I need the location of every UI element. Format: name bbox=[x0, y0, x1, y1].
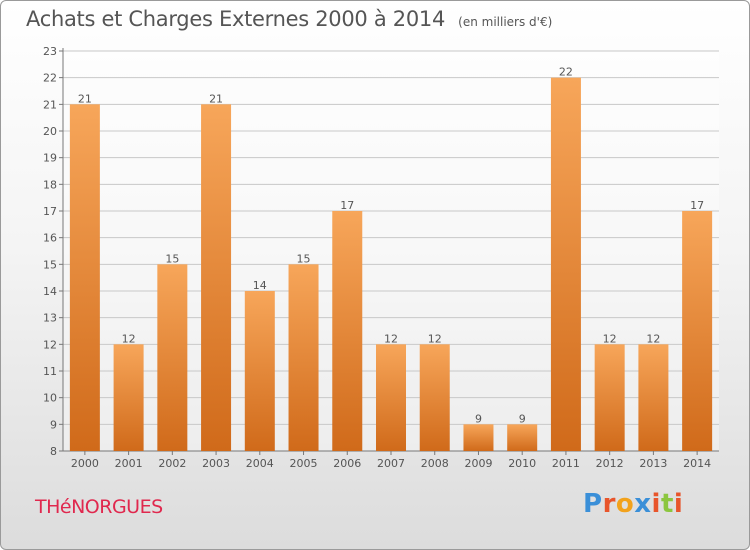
bar-value-label: 21 bbox=[78, 92, 92, 105]
chart-title: Achats et Charges Externes 2000 à 2014 (… bbox=[26, 7, 552, 31]
bar bbox=[594, 344, 625, 451]
x-tick-label: 2008 bbox=[421, 457, 449, 470]
y-tick-label: 11 bbox=[43, 365, 57, 378]
y-tick-label: 23 bbox=[43, 45, 57, 58]
logo-letter: t bbox=[660, 489, 674, 519]
title-text: Achats et Charges Externes 2000 à 2014 bbox=[26, 7, 446, 31]
bar-value-label: 9 bbox=[519, 412, 526, 425]
bar bbox=[157, 264, 188, 451]
y-tick-label: 13 bbox=[43, 312, 57, 325]
logo-letter: i bbox=[651, 489, 661, 519]
x-tick-label: 2012 bbox=[596, 457, 624, 470]
bar bbox=[550, 77, 581, 452]
bar-value-label: 17 bbox=[340, 199, 354, 212]
x-tick-label: 2002 bbox=[158, 457, 186, 470]
bar-value-label: 12 bbox=[122, 332, 136, 345]
logo-letter: x bbox=[634, 489, 652, 519]
bar bbox=[507, 424, 538, 451]
y-tick-label: 10 bbox=[43, 392, 57, 405]
y-tick-label: 8 bbox=[50, 445, 57, 458]
x-tick-label: 2013 bbox=[639, 457, 667, 470]
bar bbox=[288, 264, 319, 451]
y-tick-label: 15 bbox=[43, 258, 57, 271]
bar-value-label: 12 bbox=[603, 332, 617, 345]
bar bbox=[244, 291, 275, 451]
bar bbox=[201, 104, 232, 451]
bar-value-label: 15 bbox=[165, 252, 179, 265]
y-tick-label: 19 bbox=[43, 152, 57, 165]
y-tick-label: 16 bbox=[43, 232, 57, 245]
bar-value-label: 21 bbox=[209, 92, 223, 105]
x-tick-label: 2007 bbox=[377, 457, 405, 470]
x-tick-label: 2000 bbox=[71, 457, 99, 470]
proxiti-logo: Proxiti bbox=[583, 489, 683, 519]
bar bbox=[682, 211, 713, 451]
logo-letter: r bbox=[602, 489, 616, 519]
y-tick-label: 22 bbox=[43, 72, 57, 85]
y-tick-label: 20 bbox=[43, 125, 57, 138]
x-tick-label: 2010 bbox=[508, 457, 536, 470]
y-tick-label: 9 bbox=[50, 418, 57, 431]
y-tick-label: 21 bbox=[43, 98, 57, 111]
bar bbox=[376, 344, 406, 451]
commune-name: THéNORGUES bbox=[35, 496, 163, 518]
x-tick-label: 2011 bbox=[552, 457, 580, 470]
bar-value-label: 12 bbox=[384, 332, 398, 345]
y-tick-label: 18 bbox=[43, 178, 57, 191]
logo-letter: i bbox=[673, 489, 684, 519]
logo-letter: P bbox=[583, 489, 603, 519]
bar-value-label: 15 bbox=[297, 252, 311, 265]
y-tick-label: 14 bbox=[43, 285, 57, 298]
x-tick-label: 2006 bbox=[333, 457, 361, 470]
x-tick-label: 2005 bbox=[290, 457, 318, 470]
bar-value-label: 22 bbox=[559, 66, 573, 79]
y-tick-label: 17 bbox=[43, 205, 57, 218]
bar bbox=[419, 344, 450, 451]
x-tick-label: 2004 bbox=[246, 457, 274, 470]
bar-value-label: 14 bbox=[253, 279, 267, 292]
x-tick-label: 2001 bbox=[115, 457, 143, 470]
bar bbox=[332, 211, 363, 451]
bar-value-label: 12 bbox=[428, 332, 442, 345]
x-tick-label: 2009 bbox=[464, 457, 492, 470]
logo-letter: o bbox=[615, 489, 635, 519]
bar-value-label: 9 bbox=[475, 412, 482, 425]
bar bbox=[463, 424, 494, 451]
bar bbox=[69, 104, 100, 451]
title-unit: (en milliers d'€) bbox=[458, 15, 553, 29]
bar-value-label: 17 bbox=[690, 199, 704, 212]
x-tick-label: 2014 bbox=[683, 457, 711, 470]
bar bbox=[638, 344, 669, 451]
bar bbox=[113, 344, 144, 451]
y-tick-label: 12 bbox=[43, 338, 57, 351]
x-tick-label: 2003 bbox=[202, 457, 230, 470]
bar-value-label: 12 bbox=[646, 332, 660, 345]
